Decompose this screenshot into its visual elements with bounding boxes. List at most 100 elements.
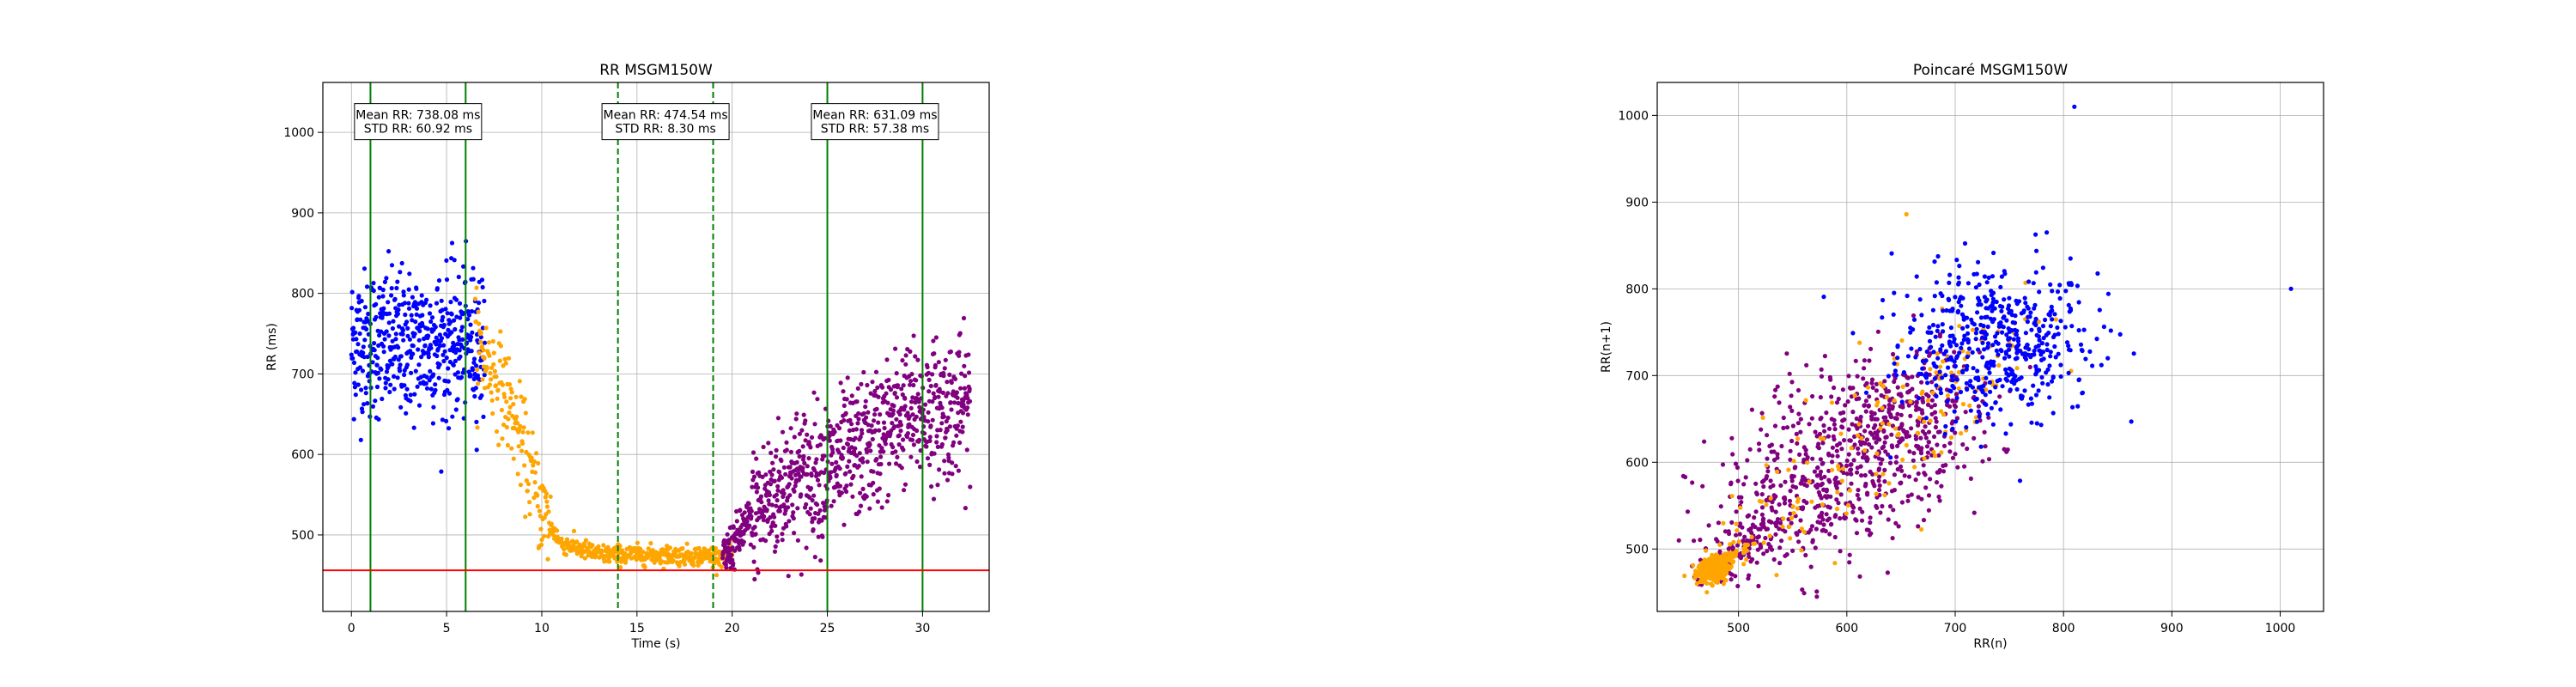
poincare-point bbox=[1808, 564, 1814, 569]
poincare-point bbox=[1984, 331, 1990, 337]
rr-point bbox=[933, 362, 938, 368]
poincare-point bbox=[1855, 470, 1860, 475]
poincare-point bbox=[1846, 502, 1851, 508]
rr-point bbox=[444, 277, 450, 283]
poincare-grid bbox=[1657, 82, 2324, 611]
rr-point bbox=[426, 355, 431, 360]
poincare-point bbox=[1824, 487, 1829, 493]
poincare-point bbox=[1891, 508, 1896, 513]
poincare-point bbox=[1959, 345, 1964, 350]
poincare-point bbox=[1979, 329, 1984, 334]
rr-point bbox=[427, 311, 433, 316]
poincare-point bbox=[1862, 358, 1867, 363]
rr-point bbox=[404, 362, 410, 368]
rr-point bbox=[844, 483, 849, 489]
poincare-point bbox=[1984, 306, 1989, 311]
poincare-point bbox=[2047, 395, 2052, 400]
poincare-point bbox=[1840, 387, 1845, 392]
rr-point bbox=[772, 478, 777, 483]
poincare-point bbox=[1938, 391, 1944, 396]
rr-point bbox=[924, 444, 929, 449]
rr-point bbox=[951, 440, 957, 445]
poincare-point bbox=[1895, 466, 1900, 472]
rr-point bbox=[620, 548, 625, 553]
rr-point bbox=[792, 489, 797, 494]
poincare-point bbox=[1799, 548, 1804, 553]
rr-point bbox=[933, 335, 939, 340]
rr-point bbox=[497, 358, 502, 363]
poincare-point bbox=[1812, 469, 1817, 474]
rr-point bbox=[730, 545, 735, 550]
rr-point bbox=[413, 368, 418, 374]
rr-point bbox=[507, 382, 513, 387]
rr-point bbox=[749, 514, 754, 520]
poincare-point bbox=[1984, 297, 1990, 302]
poincare-point bbox=[1685, 509, 1691, 514]
poincare-point bbox=[1920, 410, 1925, 416]
poincare-point bbox=[1941, 329, 1946, 334]
poincare-point bbox=[1975, 310, 1980, 315]
rr-point bbox=[646, 546, 651, 551]
poincare-point bbox=[1757, 447, 1762, 453]
poincare-point bbox=[1886, 422, 1892, 427]
rr-point bbox=[476, 309, 481, 314]
poincare-point bbox=[1881, 429, 1886, 434]
poincare-point bbox=[1751, 541, 1756, 546]
rr-point bbox=[445, 311, 450, 316]
rr-point bbox=[908, 399, 914, 404]
rr-point bbox=[433, 325, 438, 330]
rr-stat-text: Mean RR: 631.09 ms bbox=[812, 109, 937, 123]
poincare-point bbox=[1788, 457, 1793, 462]
poincare-point bbox=[1826, 504, 1831, 509]
poincare-point bbox=[1739, 500, 1744, 505]
rr-point bbox=[424, 374, 429, 380]
rr-point bbox=[413, 319, 418, 325]
poincare-point bbox=[1856, 451, 1861, 456]
rr-point bbox=[414, 312, 419, 317]
rr-point bbox=[365, 401, 370, 406]
poincare-point bbox=[1943, 349, 1948, 354]
poincare-point bbox=[1896, 524, 1901, 529]
rr-point bbox=[481, 414, 486, 419]
rr-point bbox=[495, 396, 500, 401]
poincare-y-axis-label: RR(n+1) bbox=[1600, 321, 1613, 373]
rr-point bbox=[931, 496, 937, 502]
rr-point bbox=[373, 398, 378, 404]
rr-point bbox=[508, 396, 513, 401]
poincare-point bbox=[1875, 436, 1880, 441]
rr-point bbox=[457, 337, 462, 343]
poincare-point bbox=[1700, 483, 1705, 489]
rr-point bbox=[795, 538, 801, 543]
poincare-point bbox=[1771, 496, 1777, 502]
poincare-point bbox=[2064, 340, 2070, 345]
rr-point bbox=[398, 354, 404, 359]
poincare-point bbox=[1901, 370, 1906, 375]
poincare-point bbox=[1986, 457, 1992, 462]
poincare-point bbox=[1965, 340, 1971, 345]
poincare-point bbox=[1773, 532, 1778, 537]
poincare-point bbox=[1767, 533, 1772, 538]
poincare-point bbox=[2034, 248, 2039, 253]
rr-point bbox=[362, 305, 368, 310]
poincare-point bbox=[2055, 325, 2060, 331]
poincare-point bbox=[2016, 342, 2021, 348]
poincare-point bbox=[1970, 385, 1975, 390]
rr-point bbox=[894, 461, 899, 466]
rr-point bbox=[884, 357, 890, 362]
poincare-point bbox=[1756, 534, 1761, 539]
poincare-point bbox=[1782, 501, 1788, 506]
rr-point bbox=[850, 494, 855, 499]
rr-point bbox=[794, 459, 799, 465]
rr-point bbox=[865, 459, 870, 465]
rr-point bbox=[935, 483, 940, 488]
rr-point bbox=[377, 332, 382, 338]
poincare-point bbox=[2023, 356, 2029, 362]
rr-x-axis-label: Time (s) bbox=[631, 637, 681, 651]
poincare-point bbox=[1733, 461, 1739, 466]
rr-point bbox=[524, 478, 529, 483]
poincare-point bbox=[1939, 483, 1944, 489]
poincare-point bbox=[1895, 344, 1900, 350]
poincare-point bbox=[1908, 413, 1913, 418]
poincare-point bbox=[1984, 280, 1990, 285]
rr-point bbox=[807, 512, 812, 517]
